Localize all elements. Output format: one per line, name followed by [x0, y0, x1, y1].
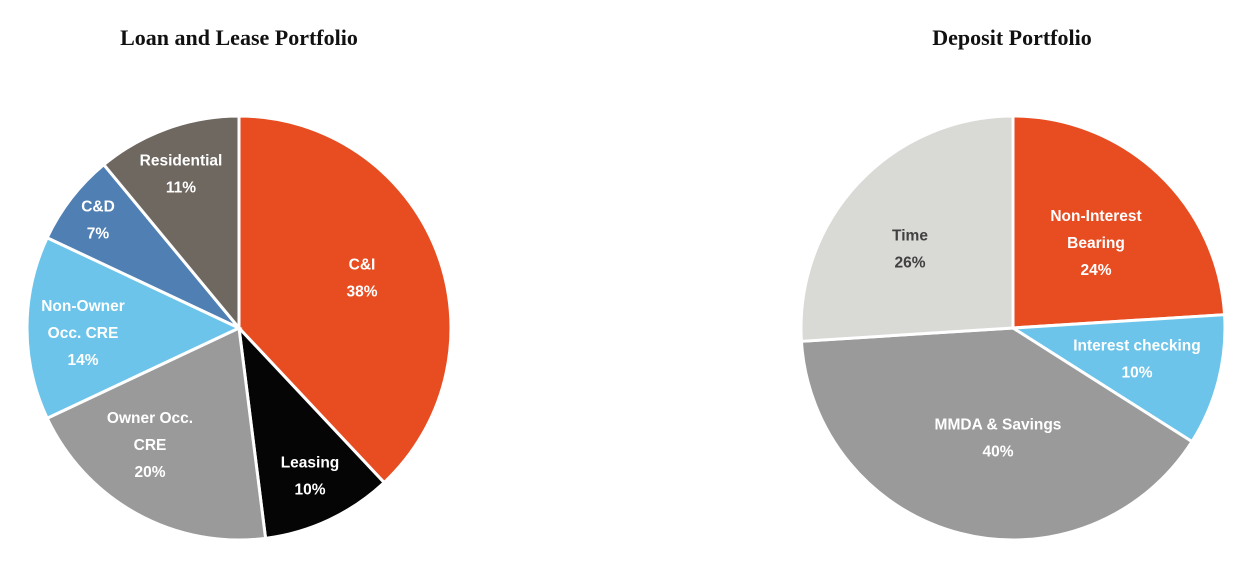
loan-label-c-d: C&D 7%: [81, 199, 115, 243]
deposit-slice-non-interest-bearing: [1011, 114, 1227, 330]
loan-label-owner-occ-cre: Owner Occ. CRE 20%: [107, 410, 193, 481]
loan-slice-residential: [101, 114, 241, 333]
loan-label-non-owner-occ-cre: Non-Owner Occ. CRE 14%: [41, 298, 125, 369]
deposit-label-time: Time 26%: [892, 228, 928, 272]
loan-slice-owner-occ-cre: [45, 325, 268, 542]
loan-slice-leasing: [236, 323, 387, 541]
deposit-label-non-interest-bearing: Non-Interest Bearing 24%: [1050, 208, 1141, 279]
loan-label-leasing: Leasing 10%: [281, 455, 340, 499]
loan-chart-title: Loan and Lease Portfolio: [120, 25, 358, 50]
deposit-chart-title: Deposit Portfolio: [932, 25, 1092, 50]
deposit-slice-mmda-savings: [799, 326, 1195, 542]
loan-label-residential: Residential 11%: [140, 153, 223, 197]
loan-label-c-i: C&I 38%: [346, 257, 377, 301]
loan-slice-c-i: [237, 114, 453, 485]
deposit-pie: Non-Interest Bearing 24% Interest checking 1…: [799, 114, 1227, 542]
loan-slice-non-owner-occ-cre: [25, 235, 243, 421]
deposit-slice-interest-checking: [1008, 313, 1227, 444]
deposit-label-mmda-savings: MMDA & Savings 40%: [935, 417, 1062, 461]
loan-pie: C&I 38% Leasing 10% Owner Occ. CRE 20% Non-Owne…: [25, 114, 453, 542]
deposit-slice-time: [799, 114, 1015, 343]
deposit-label-interest-checking: Interest checking 10%: [1073, 338, 1201, 382]
